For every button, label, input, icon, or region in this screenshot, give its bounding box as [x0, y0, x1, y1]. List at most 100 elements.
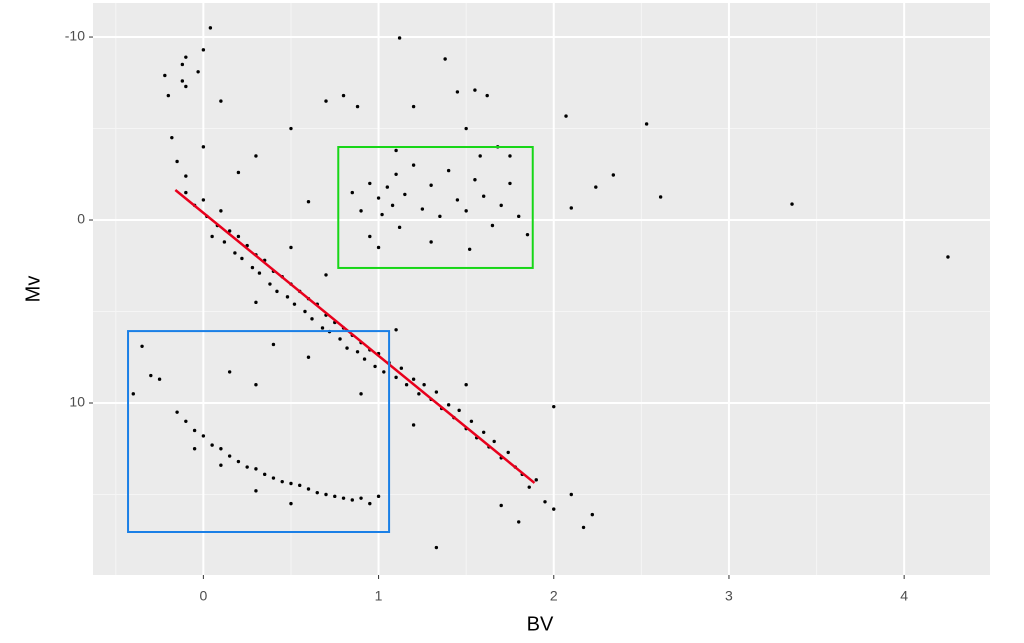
x-tick-label: 0 — [199, 588, 207, 604]
point — [417, 392, 421, 396]
point — [527, 485, 531, 489]
y-tick-label: 10 — [69, 394, 85, 410]
point — [490, 223, 495, 228]
point — [481, 430, 486, 434]
point — [310, 317, 314, 321]
x-tick-label: 1 — [375, 588, 383, 604]
point — [581, 525, 586, 530]
point — [292, 302, 297, 306]
point — [341, 93, 346, 98]
point — [467, 247, 472, 251]
point — [382, 370, 386, 374]
point — [275, 289, 279, 294]
point — [184, 419, 188, 423]
point — [227, 370, 232, 374]
point — [499, 503, 503, 508]
point — [350, 190, 354, 195]
point — [324, 492, 328, 497]
highlight-region — [127, 330, 391, 533]
point — [411, 163, 416, 167]
point — [455, 90, 460, 94]
point — [201, 48, 206, 52]
point — [289, 245, 293, 250]
point — [404, 382, 409, 387]
point — [227, 229, 232, 233]
point — [175, 410, 179, 414]
y-tick-label: -10 — [65, 28, 85, 44]
point — [306, 200, 311, 204]
point — [403, 192, 407, 197]
point — [271, 342, 276, 347]
point — [201, 198, 206, 202]
point — [180, 62, 185, 67]
point — [131, 392, 135, 396]
point — [508, 154, 512, 158]
point — [324, 99, 328, 103]
point — [397, 225, 402, 230]
point — [517, 214, 521, 219]
point — [469, 419, 474, 423]
point — [192, 428, 197, 433]
x-tick-label: 4 — [900, 588, 908, 604]
point — [196, 70, 200, 74]
point — [219, 463, 223, 467]
x-tick-label: 2 — [550, 588, 558, 604]
point — [184, 84, 188, 89]
point — [355, 104, 360, 109]
point — [394, 172, 398, 176]
point — [499, 203, 503, 208]
point — [492, 439, 496, 444]
point — [473, 178, 477, 182]
point — [262, 472, 267, 477]
point — [658, 195, 663, 199]
point — [380, 212, 384, 217]
point — [289, 501, 293, 506]
point — [464, 209, 468, 213]
y-axis-title: Mv — [22, 276, 44, 303]
point — [320, 326, 325, 330]
point — [236, 234, 241, 239]
point — [525, 232, 530, 237]
point — [140, 344, 144, 348]
point — [411, 377, 416, 381]
point — [373, 364, 377, 369]
point — [350, 498, 354, 502]
highlight-region — [337, 146, 534, 269]
point — [280, 479, 284, 484]
point — [222, 240, 227, 244]
point — [157, 377, 162, 381]
point — [306, 487, 311, 491]
point — [385, 185, 390, 189]
point — [517, 520, 521, 524]
point — [170, 135, 174, 140]
point — [149, 373, 153, 378]
point — [376, 494, 381, 499]
point — [285, 295, 290, 299]
point — [564, 114, 568, 118]
point — [611, 173, 616, 177]
point — [254, 467, 258, 471]
point — [464, 382, 468, 387]
point — [485, 93, 489, 98]
point — [473, 88, 477, 92]
point — [420, 207, 425, 211]
point — [289, 481, 293, 486]
point — [376, 245, 381, 250]
point — [394, 148, 398, 153]
point — [184, 55, 188, 59]
x-axis-title: BV — [527, 613, 554, 635]
point — [298, 483, 302, 488]
point — [201, 434, 206, 438]
point — [271, 476, 276, 480]
point — [594, 185, 598, 189]
point — [359, 392, 363, 396]
point — [790, 202, 794, 206]
point — [434, 390, 439, 394]
point — [569, 206, 573, 210]
point — [422, 382, 426, 387]
point — [201, 145, 206, 149]
point — [166, 93, 171, 98]
point — [254, 154, 258, 158]
point — [434, 545, 439, 550]
